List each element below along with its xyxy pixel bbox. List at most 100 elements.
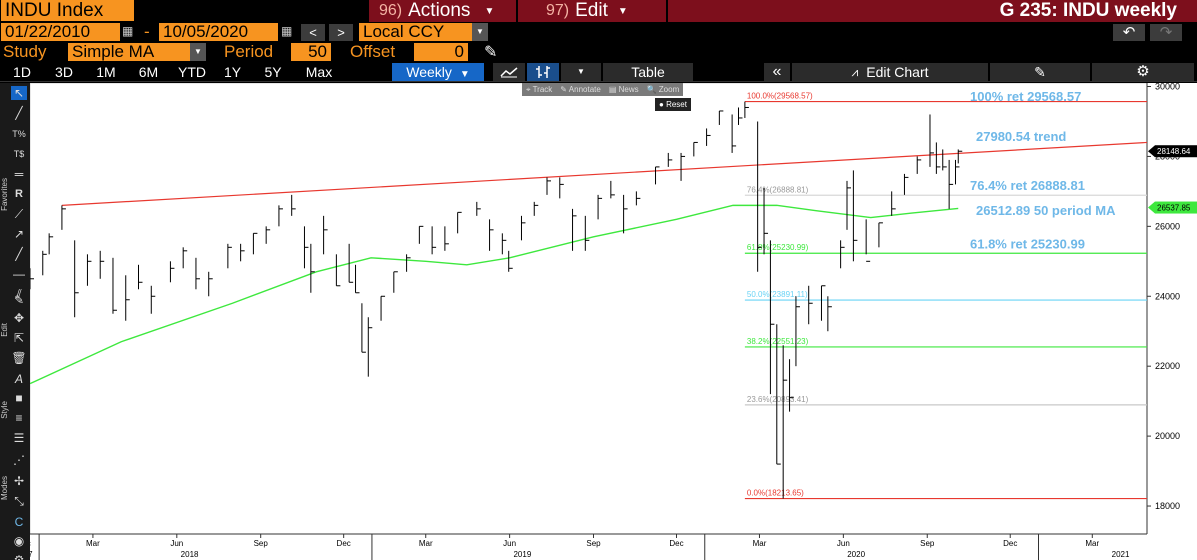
redo-icon[interactable]: ↷ [1150,24,1182,41]
edit-label: Edit [0,323,9,337]
calendar-icon[interactable]: ▦ [281,24,293,38]
line-style-icon[interactable]: ☰ [13,431,25,445]
x-tick-label: Jun [170,539,183,548]
next-period-button[interactable]: > [329,24,353,41]
news-button[interactable]: ▤ News [604,83,643,96]
price-bar [501,233,507,255]
trash-icon[interactable]: 🗑 [11,351,27,365]
font-icon[interactable]: A [14,372,23,386]
annotate-button[interactable]: ✎ Annotate [556,83,605,96]
ray-icon[interactable]: ╱ [15,247,23,261]
magnet-icon[interactable]: C [14,515,24,529]
crosshair-icon[interactable]: ✢ [13,474,25,488]
fill-color-icon[interactable]: ■ [15,391,23,405]
zoom-button[interactable]: 🔍 Zoom [642,83,684,96]
tab-1d[interactable]: 1D [13,64,31,80]
track-button[interactable]: ⌖ Track [522,83,557,96]
calendar-icon[interactable]: ▦ [122,24,134,38]
price-bar [310,243,315,293]
pointer-icon[interactable]: ↖ [11,86,27,100]
tab-6m[interactable]: 6M [138,64,159,80]
price-bar [852,170,858,262]
price-bar [323,215,328,255]
x-tick-label: Dec [337,539,351,548]
x-axis-band [30,534,1197,560]
settings-gear-icon[interactable]: ⚙ [13,553,25,560]
dollar-tool-icon[interactable]: T$ [13,149,25,159]
pencil-icon[interactable]: ✎ [13,293,25,307]
start-date-field[interactable]: 01/22/2010 [1,23,120,41]
tab-ytd[interactable]: YTD [178,64,206,80]
reset-icon: ● [659,100,667,109]
period-field[interactable]: 50 [291,43,331,61]
price-bar [916,156,922,174]
study-dropdown-button[interactable]: ▼ [190,43,206,61]
price-bar [476,201,481,216]
tab-max[interactable]: Max [305,64,333,80]
offset-label: Offset [350,42,396,61]
price-bar [240,243,245,262]
color-palette-icon[interactable]: ◉ [13,534,25,548]
tab-1m[interactable]: 1M [96,64,116,80]
move-icon[interactable]: ✥ [13,311,25,325]
price-bar [489,219,494,251]
table-button[interactable]: Table [603,63,693,81]
x-year-label: 2021 [1112,550,1130,559]
currency-dropdown-button[interactable]: ▼ [472,23,488,41]
pen-icon[interactable]: ✎ [484,44,498,61]
percent-tool-icon[interactable]: T% [12,129,26,139]
frequency-select[interactable]: Weekly ▼ [392,63,484,81]
price-bar [74,240,79,318]
annotate-pen-icon[interactable]: ✎ [990,63,1090,81]
offset-field[interactable]: 0 [414,43,468,61]
modes-label: Modes [0,476,9,501]
arrow-line-icon[interactable]: ↗ [13,227,25,241]
x-tick-label: Dec [30,539,31,548]
snap-icon[interactable]: ⤡ [14,494,24,508]
previous-period-button[interactable]: < [301,24,325,41]
currency-select[interactable]: Local CCY [359,23,472,41]
gear-icon[interactable]: ⚙ [1092,63,1194,81]
chart-canvas[interactable]: 30000280002600024000220002000018000DecMa… [15,81,1197,560]
period-label: Period [224,42,274,61]
reset-button[interactable]: ● Reset [655,98,691,111]
undo-icon[interactable]: ↶ [1113,24,1145,41]
end-date-field[interactable]: 10/05/2020 [159,23,278,41]
edit-menu[interactable]: 97) Edit ▼ [518,0,666,22]
y-tick-label: 18000 [1155,501,1180,511]
x-tick-label: Dec [669,539,683,548]
actions-menu[interactable]: 96) Actions ▼ [369,0,516,22]
price-bar [303,226,309,269]
study-select[interactable]: Simple MA [68,43,190,61]
channel-icon[interactable]: ⫽ [16,287,22,301]
tab-1y[interactable]: 1Y [223,64,242,80]
horizontal-line-icon[interactable]: ═ [14,167,24,181]
last-price-pointer [1148,145,1155,158]
price-bar [457,211,462,234]
retracement-tool-icon[interactable]: R [15,188,23,200]
fib-level-label: 100.0%(29568.57) [747,92,813,101]
tab-3d[interactable]: 3D [55,64,73,80]
annotation-text: 27980.54 trend [976,129,1066,144]
fib-level-label: 38.2%(22551.23) [747,337,809,346]
price-chart[interactable]: 30000280002600024000220002000018000DecMa… [15,81,1197,560]
bar-chart-icon[interactable] [527,63,559,81]
x-tick-label: Mar [1085,539,1099,548]
select-icon[interactable]: ⇱ [13,331,25,345]
dotted-line-icon[interactable]: ⋰ [13,453,25,467]
moving-average-line [29,204,959,385]
edit-chart-button[interactable]: ⩘ Edit Chart [792,63,988,81]
chart-type-dropdown[interactable]: ▼ [561,63,601,81]
fib-level-label: 61.8%(25230.99) [747,243,809,252]
line-weight-icon[interactable]: ≡ [15,411,23,425]
trendline-icon[interactable]: ⟋ [14,207,24,221]
price-bar [776,324,781,465]
line-chart-icon[interactable] [493,63,525,81]
security-field[interactable]: INDU Index [1,0,134,21]
horizontal-ray-icon[interactable]: — [13,267,25,281]
line-tool-icon[interactable]: ╱ [15,106,23,120]
tab-5y[interactable]: 5Y [264,64,282,80]
study-bar: Study Simple MA ▼ Period 50 Offset 0 ✎ [0,42,1197,62]
collapse-icon[interactable]: « [764,63,790,81]
price-bar [782,345,788,499]
